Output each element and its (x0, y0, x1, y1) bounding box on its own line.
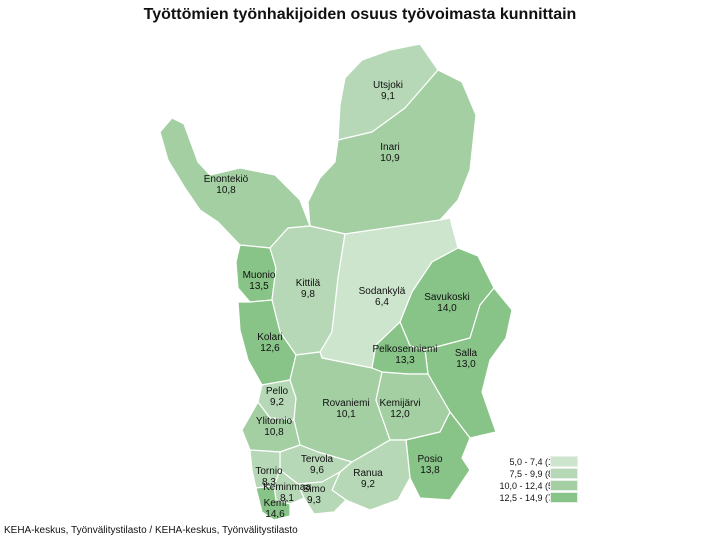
municipality-value: 9,2 (270, 397, 284, 408)
municipality-value: 13,8 (420, 465, 440, 476)
municipality-value: 13,3 (395, 355, 415, 366)
region-simo[interactable] (297, 471, 347, 515)
legend-swatch (550, 468, 578, 479)
municipality-name: Ylitornio (256, 416, 293, 427)
municipality-name: Tervola (301, 454, 334, 465)
legend-swatch (550, 480, 578, 491)
municipality-value: 12,6 (260, 343, 280, 354)
legend-swatch (550, 492, 578, 503)
municipality-value: 9,2 (361, 479, 375, 490)
municipality-name: Kittilä (296, 278, 321, 289)
map-title: Työttömien työnhakijoiden osuus työvoima… (143, 6, 577, 23)
municipality-value: 13,0 (456, 359, 476, 370)
municipality-name: Utsjoki (373, 80, 403, 91)
municipality-name: Posio (417, 454, 442, 465)
region-posio[interactable] (405, 411, 471, 501)
municipality-value: 12,0 (390, 409, 410, 420)
municipality-value: 10,8 (216, 185, 236, 196)
municipality-name: Salla (455, 348, 478, 359)
municipality-name: Simo (303, 484, 326, 495)
municipality-value: 10,1 (336, 409, 356, 420)
municipality-name: Kolari (257, 332, 283, 343)
municipality-value: 14,0 (437, 303, 457, 314)
municipality-value: 8,3 (262, 477, 276, 488)
municipality-name: Keminmaa (263, 482, 311, 493)
legend-row: 7,5 - 9,9 (8) (470, 468, 590, 480)
legend-label: 5,0 - 7,4 (1) (509, 457, 556, 467)
legend-label: 12,5 - 14,9 (7) (499, 493, 556, 503)
region-kemi[interactable] (255, 485, 291, 521)
region-inari[interactable] (307, 69, 477, 235)
municipality-value: 9,6 (310, 465, 324, 476)
legend-row: 12,5 - 14,9 (7) (470, 492, 590, 504)
municipality-name: Inari (380, 142, 399, 153)
municipality-value: 10,9 (380, 153, 400, 164)
municipality-name: Enontekiö (204, 174, 249, 185)
municipality-name: Ranua (353, 468, 383, 479)
municipality-value: 8,1 (280, 493, 294, 504)
municipality-name: Pello (266, 386, 289, 397)
municipality-name: Kemijärvi (379, 398, 420, 409)
legend-swatch (550, 456, 578, 467)
municipality-value: 9,3 (307, 495, 321, 506)
municipality-name: Muonio (243, 270, 276, 281)
municipality-name: Tornio (255, 466, 283, 477)
municipality-value: 10,8 (264, 427, 284, 438)
municipality-value: 9,8 (301, 289, 315, 300)
legend-label: 10,0 - 12,4 (5) (499, 481, 556, 491)
municipality-name: Kemi (264, 498, 287, 509)
legend-row: 10,0 - 12,4 (5) (470, 480, 590, 492)
legend: 5,0 - 7,4 (1) 7,5 - 9,9 (8) 10,0 - 12,4 … (470, 456, 590, 506)
municipality-value: 6,4 (375, 297, 389, 308)
legend-row: 5,0 - 7,4 (1) (470, 456, 590, 468)
municipality-name: Pelkosenniemi (372, 344, 437, 355)
municipality-value: 9,1 (381, 91, 395, 102)
municipality-name: Sodankylä (359, 286, 406, 297)
municipality-value: 14,6 (265, 509, 285, 520)
source-note: KEHA-keskus, Työnvälitystilasto / KEHA-k… (4, 525, 298, 536)
municipality-value: 13,5 (249, 281, 269, 292)
legend-label: 7,5 - 9,9 (8) (509, 469, 556, 479)
municipality-name: Rovaniemi (322, 398, 369, 409)
municipality-name: Savukoski (424, 292, 470, 303)
